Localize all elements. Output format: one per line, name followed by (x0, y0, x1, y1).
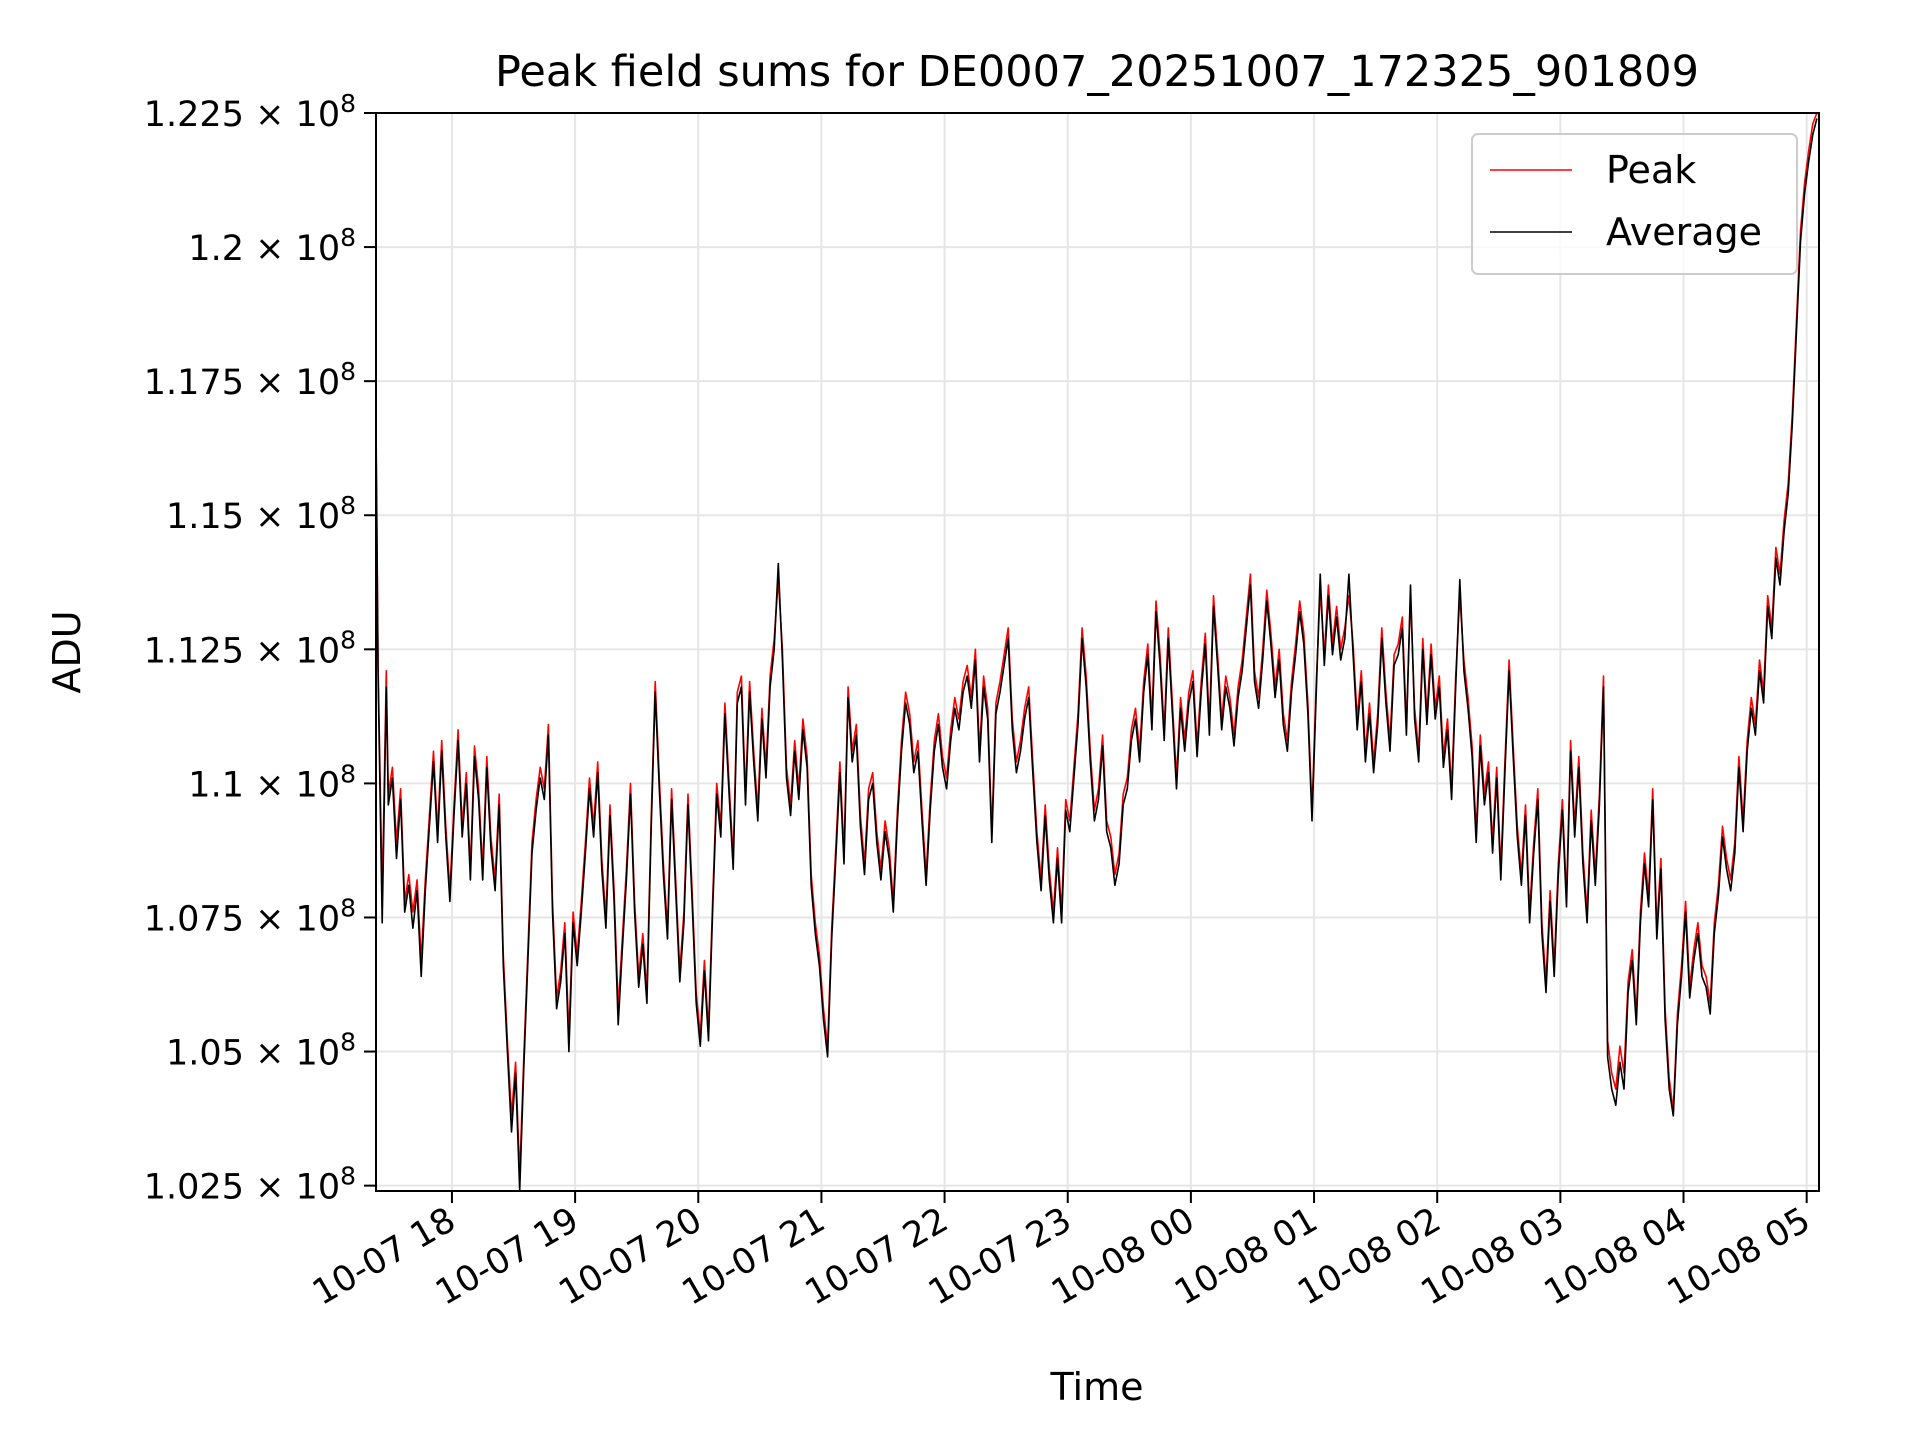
y-tick-label: 1.2 × 108 (188, 223, 356, 269)
y-tick-exponent: 8 (340, 89, 356, 118)
y-tick-multiplier: × 10 (255, 363, 340, 403)
y-tick-mantissa: 1.15 (166, 497, 255, 537)
y-tick-multiplier: × 10 (255, 1168, 340, 1208)
x-tick-label: 10-08 05 (1661, 1200, 1817, 1313)
y-axis-label: ADU (45, 610, 89, 693)
series-line-average (375, 118, 1818, 1192)
legend-box (1471, 133, 1798, 275)
chart-title: Peak field sums for DE0007_20251007_1723… (495, 47, 1699, 97)
y-tick-multiplier: × 10 (255, 631, 340, 671)
y-tick-multiplier: × 10 (255, 95, 340, 135)
y-tick-multiplier: × 10 (255, 1034, 340, 1074)
y-tick-exponent: 8 (340, 893, 356, 922)
y-tick-label: 1.225 × 108 (144, 89, 356, 135)
y-tick-exponent: 8 (340, 1162, 356, 1191)
legend-peak-label: Peak (1606, 148, 1696, 192)
y-tick-label: 1.125 × 108 (144, 625, 356, 671)
y-tick-mantissa: 1.075 (144, 899, 255, 939)
y-tick-mantissa: 1.1 (188, 765, 255, 805)
y-tick-exponent: 8 (340, 759, 356, 788)
y-tick-exponent: 8 (340, 357, 356, 386)
y-tick-exponent: 8 (340, 625, 356, 654)
y-tick-mantissa: 1.05 (166, 1034, 255, 1074)
y-tick-multiplier: × 10 (255, 899, 340, 939)
y-tick-mantissa: 1.025 (144, 1168, 255, 1208)
grid (376, 112, 1819, 1191)
legend-average-label: Average (1606, 210, 1762, 254)
y-tick-label: 1.1 × 108 (188, 759, 356, 805)
y-tick-label: 1.05 × 108 (166, 1028, 356, 1074)
y-tick-multiplier: × 10 (255, 229, 340, 269)
y-tick-mantissa: 1.175 (144, 363, 255, 403)
y-tick-multiplier: × 10 (255, 497, 340, 537)
y-tick-exponent: 8 (340, 1028, 356, 1057)
y-tick-exponent: 8 (340, 223, 356, 252)
y-tick-multiplier: × 10 (255, 765, 340, 805)
series-layer (375, 112, 1818, 1192)
legend: Peak Average (1471, 133, 1798, 275)
y-tick-mantissa: 1.2 (188, 229, 255, 269)
y-tick-label: 1.075 × 108 (144, 893, 356, 939)
y-tick-label: 1.15 × 108 (166, 491, 356, 537)
y-tick-label: 1.175 × 108 (144, 357, 356, 403)
y-tick-mantissa: 1.225 (144, 95, 255, 135)
x-axis-label: Time (1050, 1365, 1144, 1409)
y-tick-mantissa: 1.125 (144, 631, 255, 671)
plot-frame (375, 112, 1820, 1192)
y-tick-exponent: 8 (340, 491, 356, 520)
y-tick-label: 1.025 × 108 (144, 1162, 356, 1208)
